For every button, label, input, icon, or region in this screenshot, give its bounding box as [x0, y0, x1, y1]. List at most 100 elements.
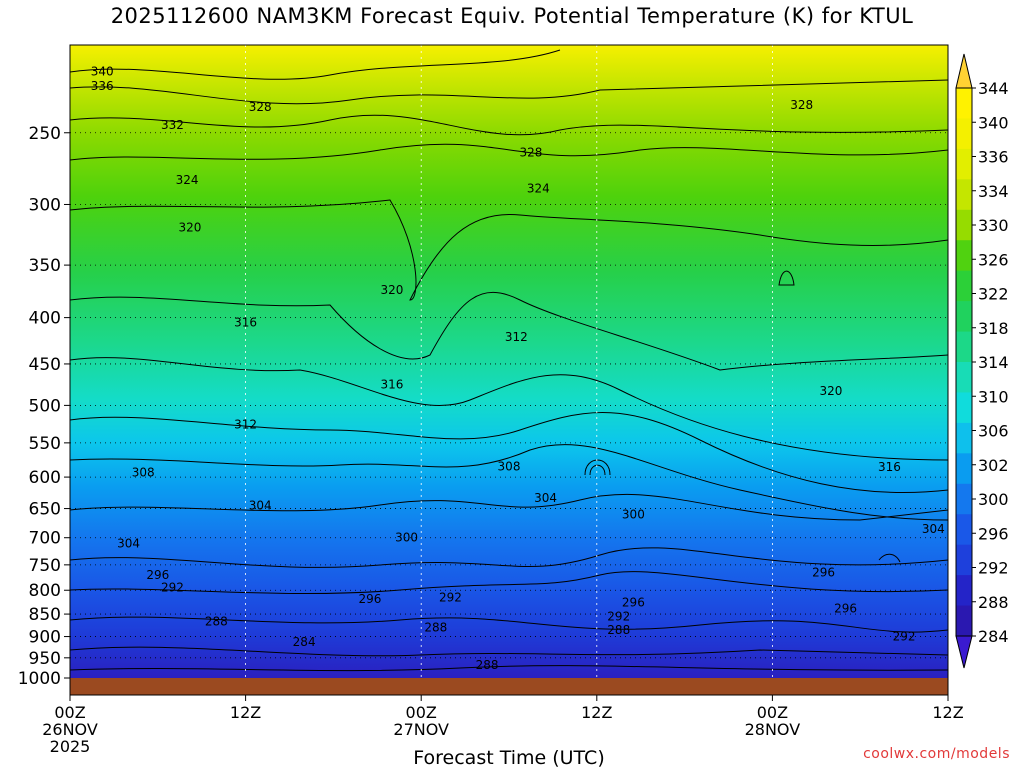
colorbar-swatch: [956, 514, 972, 546]
contour-label: 300: [395, 531, 418, 545]
y-tick-label: 950: [29, 649, 61, 669]
contour-label: 304: [534, 491, 557, 505]
credit-link[interactable]: coolwx.com/models: [863, 746, 1010, 762]
colorbar-swatch: [956, 148, 972, 180]
y-tick-label: 650: [29, 500, 61, 520]
contour-label: 304: [249, 499, 272, 513]
x-tick-label: 2025: [50, 737, 91, 756]
colorbar-swatch: [956, 392, 972, 424]
colorbar-swatch: [956, 209, 972, 241]
colorbar-label: 314: [978, 353, 1009, 372]
colorbar-swatch: [956, 240, 972, 272]
y-tick-label: 600: [29, 468, 61, 488]
contour-label: 312: [505, 330, 528, 344]
contour-label: 316: [380, 377, 403, 391]
contour-label: 288: [424, 621, 447, 635]
colorbar-label: 318: [978, 319, 1009, 338]
colorbar-swatch: [956, 301, 972, 333]
colorbar-label: 340: [978, 113, 1009, 132]
colorbar-swatch: [956, 118, 972, 150]
y-tick-label: 250: [29, 124, 61, 144]
colorbar-label: 284: [978, 627, 1009, 646]
contour-label: 288: [205, 614, 228, 628]
y-axis: 250 300 350 400 450 500 550 600 650 700 750 800 850 9…: [18, 124, 70, 689]
y-tick-label: 300: [29, 195, 61, 215]
y-tick-label: 400: [29, 309, 61, 329]
contour-label: 328: [790, 98, 813, 112]
contour-layer: [70, 49, 948, 672]
contour-label: 336: [91, 79, 114, 93]
plot-area: [69, 44, 949, 696]
colorbar-label: 310: [978, 387, 1009, 406]
contour-label: 324: [176, 173, 199, 187]
contour-label: 340: [91, 65, 114, 79]
contour-label: 300: [622, 508, 645, 522]
colorbar-swatch: [956, 483, 972, 515]
contour-label: 316: [878, 460, 901, 474]
contour-label: 292: [439, 591, 462, 605]
colorbar-label: 344: [978, 79, 1009, 98]
contour-label: 320: [819, 384, 842, 398]
contour-label: 312: [234, 418, 257, 432]
y-tick-label: 700: [29, 529, 61, 549]
contour-label: 320: [179, 220, 202, 234]
x-tick-label: 26NOV: [42, 720, 98, 739]
contour-label: 288: [607, 623, 630, 637]
contour-label: 332: [161, 118, 184, 132]
colorbar-label: 296: [978, 524, 1009, 543]
colorbar-swatch: [956, 422, 972, 454]
colorbar-swatch: [956, 270, 972, 302]
colorbar: 344 340 336 334 330 326 322 318 314 310 306 302 300 2…: [955, 53, 1009, 669]
colorbar-swatch: [956, 605, 972, 637]
contour-label: 328: [249, 100, 272, 114]
colorbar-max-arrow: [955, 53, 973, 89]
colorbar-swatch: [956, 88, 972, 119]
contour-labels: 3403363323283243203163123083043042962922…: [91, 65, 945, 673]
contour-label: 308: [498, 459, 521, 473]
contour-closed-cells: [584, 270, 901, 563]
y-tick-label: 500: [29, 396, 61, 416]
contour-label: 324: [527, 181, 550, 195]
contour-label: 296: [359, 592, 382, 606]
contour-label: 284: [293, 635, 316, 649]
contour-label: 308: [132, 465, 155, 479]
colorbar-swatch: [956, 362, 972, 393]
colorbar-label: 330: [978, 216, 1009, 235]
colorbar-label: 300: [978, 490, 1009, 509]
plot-frame: [69, 44, 949, 696]
contour-label: 328: [519, 146, 542, 160]
ground-terrain: [70, 678, 948, 695]
colorbar-label: 302: [978, 456, 1009, 475]
contour-label: 296: [812, 566, 835, 580]
colorbar-label: 292: [978, 559, 1009, 578]
y-tick-label: 1000: [18, 669, 61, 689]
contour-label: 292: [161, 580, 184, 594]
y-tick-label: 450: [29, 355, 61, 375]
colorbar-label: 322: [978, 285, 1009, 304]
colorbar-swatch: [956, 331, 972, 363]
colorbar-min-arrow: [955, 635, 973, 669]
y-tick-label: 900: [29, 628, 61, 648]
contour-label: 304: [117, 536, 140, 550]
contour-label: 296: [834, 601, 857, 615]
x-tick-label: 00Z: [54, 703, 85, 722]
contour-label: 320: [380, 283, 403, 297]
x-tick-label: 12Z: [230, 703, 261, 722]
colorbar-label: 336: [978, 148, 1009, 167]
x-tick-label: 28NOV: [745, 720, 801, 739]
colorbar-swatch: [956, 453, 972, 485]
y-tick-label: 550: [29, 434, 61, 454]
x-tick-label: 00Z: [406, 703, 437, 722]
contour-label: 292: [607, 609, 630, 623]
colorbar-label: 288: [978, 593, 1009, 612]
contour-label: 296: [622, 595, 645, 609]
colorbar-swatch: [956, 544, 972, 576]
colorbar-swatch: [956, 179, 972, 211]
chart-title: 2025112600 NAM3KM Forecast Equiv. Potent…: [110, 4, 914, 28]
colorbar-label: 334: [978, 182, 1009, 201]
y-tick-label: 800: [29, 581, 61, 601]
y-tick-label: 350: [29, 256, 61, 276]
colorbar-label: 326: [978, 250, 1009, 269]
